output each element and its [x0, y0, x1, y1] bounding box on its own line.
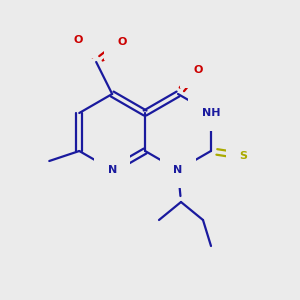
Text: N: N: [173, 165, 183, 175]
Text: NH: NH: [202, 108, 220, 118]
Text: N: N: [108, 165, 117, 175]
Text: O: O: [118, 37, 127, 47]
Text: O: O: [193, 65, 203, 75]
Text: S: S: [239, 151, 247, 161]
Text: O: O: [74, 35, 83, 45]
